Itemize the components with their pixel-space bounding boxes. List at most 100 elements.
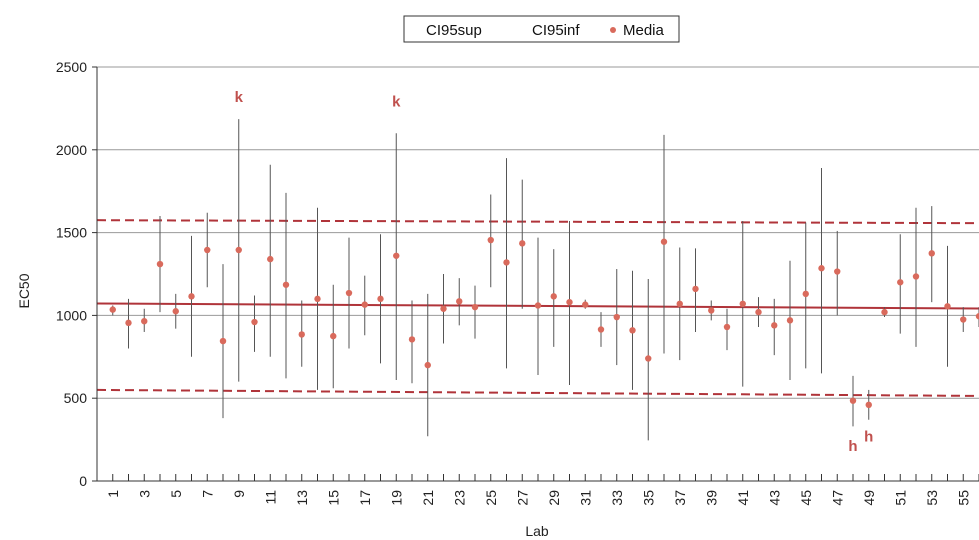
media-point [172, 308, 179, 315]
x-tick-label: 15 [325, 490, 341, 506]
media-point [267, 255, 274, 263]
x-tick-label: 37 [672, 490, 688, 506]
media-point [613, 313, 620, 321]
media-point [802, 290, 809, 298]
media-point [566, 298, 573, 306]
x-tick-label: 7 [199, 490, 215, 498]
x-tick-label: 33 [609, 490, 625, 506]
x-tick-label: 3 [136, 490, 152, 498]
media-point [818, 265, 825, 272]
media-point [314, 295, 321, 303]
x-tick-label: 11 [262, 490, 278, 505]
media-point [786, 317, 794, 324]
x-tick-label: 41 [735, 490, 751, 506]
media-point [676, 300, 683, 308]
media-point [377, 295, 384, 303]
x-tick-label: 19 [388, 490, 404, 506]
media-point [739, 300, 746, 308]
x-tick-label: 21 [420, 490, 436, 506]
legend-box [403, 15, 680, 43]
media-point [503, 259, 510, 266]
media-point [849, 397, 857, 404]
media-point [125, 319, 132, 327]
legend: CI95sup CI95inf Media [403, 15, 680, 43]
media-point [109, 306, 116, 313]
media-point [629, 327, 636, 334]
x-tick-label: 31 [577, 490, 593, 506]
annotation-label: h [864, 428, 873, 445]
x-tick-label: 55 [955, 490, 971, 506]
y-tick-label: 0 [79, 473, 87, 489]
media-point [692, 285, 699, 293]
y-tick-label: 2000 [56, 142, 87, 158]
media-point [928, 250, 935, 257]
x-axis-title: Lab [525, 523, 549, 539]
annotation-label: k [235, 89, 244, 106]
annotation-label: k [392, 94, 401, 111]
media-point [755, 308, 762, 316]
media-points [109, 236, 979, 409]
media-point [424, 361, 431, 369]
x-tick-label: 45 [798, 490, 814, 506]
media-point [723, 323, 731, 331]
x-tick-label: 29 [546, 490, 562, 506]
y-tick-label: 500 [64, 390, 88, 406]
x-tick-label: 47 [829, 490, 845, 506]
media-point [534, 302, 542, 309]
media-point [298, 331, 305, 338]
media-point [408, 336, 416, 343]
media-point [235, 246, 242, 254]
media-point [440, 305, 447, 312]
media-point [944, 303, 951, 310]
media-point [519, 240, 526, 247]
grid-layer [97, 66, 979, 399]
x-tick-label: 17 [357, 490, 373, 506]
media-point [975, 313, 979, 320]
media-point [897, 279, 904, 286]
annotations: k k hh [235, 89, 874, 455]
x-tick-label: 1 [105, 490, 121, 498]
x-tick-label: 27 [514, 490, 530, 506]
x-tick-label: 23 [451, 490, 467, 506]
media-point [345, 289, 353, 297]
media-point [834, 268, 841, 275]
media-point [204, 246, 211, 254]
media-point [251, 318, 258, 326]
media-point [645, 355, 652, 362]
y-axis-title: EC50 [16, 273, 32, 308]
x-tick-label: 5 [168, 490, 184, 498]
x-tick-label: 51 [892, 490, 908, 506]
media-point [393, 252, 400, 259]
legend-entry-media: Media [623, 22, 665, 39]
media-point [156, 260, 164, 268]
legend-entry-ci95sup: CI95sup [426, 22, 482, 39]
media-point [865, 401, 872, 409]
media-point [141, 317, 148, 325]
media-point [550, 293, 557, 300]
media-point [708, 307, 715, 314]
legend-entry-ci95inf: CI95inf [532, 22, 580, 39]
media-point [282, 281, 290, 288]
x-tick-label: 25 [483, 490, 499, 506]
y-tick-label: 1500 [56, 225, 87, 241]
upper-limit-line [96, 219, 979, 225]
media-point [582, 301, 589, 308]
media-point [881, 308, 888, 316]
media-point [471, 303, 479, 311]
y-tick-label: 1000 [56, 307, 87, 323]
x-tick-label: 53 [924, 490, 940, 506]
annotation-label: h [848, 438, 857, 455]
media-point [597, 326, 605, 333]
media-point [660, 238, 668, 245]
media-point [330, 332, 337, 340]
lower-limit-line [96, 388, 979, 397]
x-tick-label: 35 [640, 490, 656, 506]
media-point [456, 298, 463, 305]
y-tick-label: 2500 [56, 59, 87, 75]
x-tick-label: 43 [766, 490, 782, 506]
media-point [188, 293, 195, 300]
media-point [487, 236, 494, 244]
media-point [219, 337, 227, 345]
